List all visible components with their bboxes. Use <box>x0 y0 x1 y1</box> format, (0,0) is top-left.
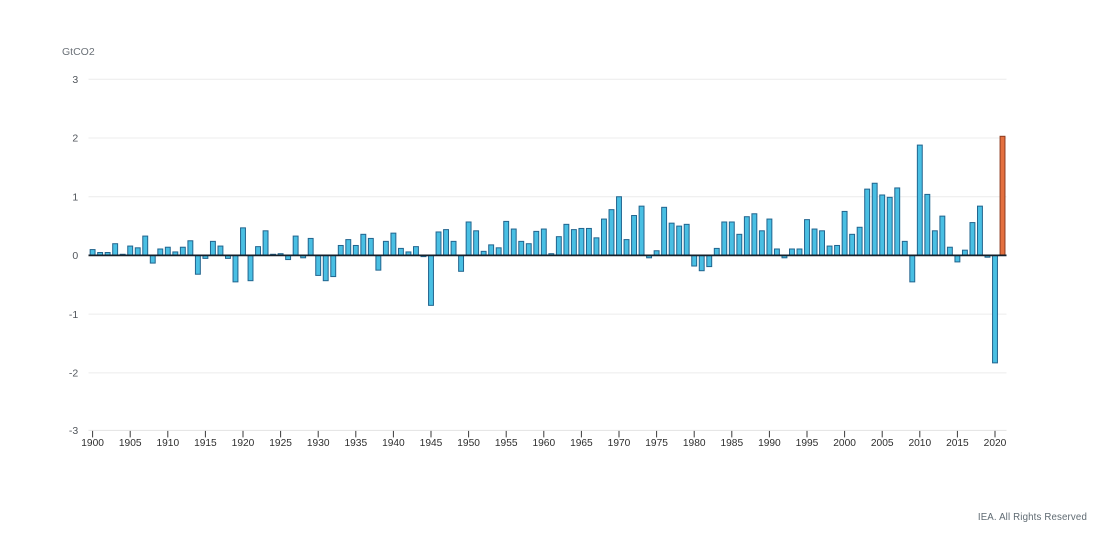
svg-text:-1: -1 <box>69 309 78 321</box>
svg-text:1960: 1960 <box>532 438 555 449</box>
svg-text:2000: 2000 <box>833 438 856 449</box>
svg-text:1905: 1905 <box>119 438 142 449</box>
svg-text:1920: 1920 <box>232 438 255 449</box>
svg-text:1915: 1915 <box>194 438 217 449</box>
svg-text:1995: 1995 <box>796 438 819 449</box>
svg-text:1955: 1955 <box>495 438 518 449</box>
svg-text:3: 3 <box>72 74 78 86</box>
svg-text:2015: 2015 <box>946 438 969 449</box>
svg-text:-2: -2 <box>69 368 78 380</box>
svg-text:1940: 1940 <box>382 438 405 449</box>
svg-text:1990: 1990 <box>758 438 781 449</box>
svg-text:1985: 1985 <box>720 438 743 449</box>
svg-text:1970: 1970 <box>608 438 631 449</box>
svg-text:2005: 2005 <box>871 438 894 449</box>
svg-text:2: 2 <box>72 133 78 145</box>
svg-text:1965: 1965 <box>570 438 593 449</box>
svg-text:1: 1 <box>72 191 78 203</box>
svg-text:1945: 1945 <box>420 438 443 449</box>
svg-text:IEA. All Rights Reserved: IEA. All Rights Reserved <box>978 512 1087 523</box>
svg-text:1980: 1980 <box>683 438 706 449</box>
svg-text:1975: 1975 <box>645 438 668 449</box>
svg-text:1910: 1910 <box>156 438 179 449</box>
svg-text:1900: 1900 <box>81 438 104 449</box>
svg-text:1925: 1925 <box>269 438 292 449</box>
svg-text:2010: 2010 <box>908 438 931 449</box>
svg-text:1950: 1950 <box>457 438 480 449</box>
svg-text:0: 0 <box>72 250 78 262</box>
svg-text:-3: -3 <box>69 425 78 437</box>
svg-text:GtCO2: GtCO2 <box>62 46 95 58</box>
svg-text:1930: 1930 <box>307 438 330 449</box>
svg-text:1935: 1935 <box>344 438 367 449</box>
svg-text:2020: 2020 <box>984 438 1007 449</box>
